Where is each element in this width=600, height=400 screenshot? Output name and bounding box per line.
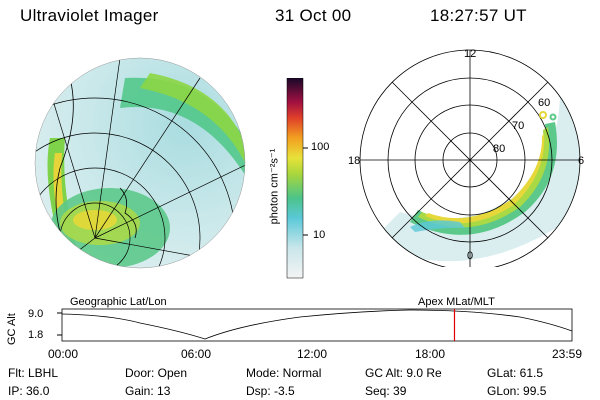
lat-80-label: 80 bbox=[493, 143, 506, 155]
colorbar-tick-10: 10 bbox=[313, 229, 326, 241]
door-info: Door: Open bbox=[125, 366, 188, 380]
seq-info: Seq: 39 bbox=[365, 384, 407, 398]
lat-70-label: 70 bbox=[512, 120, 525, 132]
time-tick-0600: 06:00 bbox=[181, 347, 212, 361]
alt-tick-1-8: 1.8 bbox=[28, 329, 44, 341]
glat-info: GLat: 61.5 bbox=[487, 366, 544, 380]
colorbar-unit-label: photon cm⁻²s⁻¹ bbox=[268, 148, 281, 225]
lat-60-label: 60 bbox=[538, 97, 551, 109]
geographic-panel-label: Geographic Lat/Lon bbox=[70, 296, 167, 308]
gain-info: Gain: 13 bbox=[125, 384, 171, 398]
instrument-title: Ultraviolet Imager bbox=[20, 6, 159, 25]
color-scale-bar bbox=[286, 78, 308, 279]
polar-plot bbox=[359, 49, 581, 267]
filter-info: Flt: LBHL bbox=[8, 366, 59, 380]
time-tick-0000: 00:00 bbox=[48, 347, 79, 361]
date-label: 31 Oct 00 bbox=[275, 6, 352, 25]
apex-panel-label: Apex MLat/MLT bbox=[418, 296, 495, 308]
geographic-image bbox=[34, 57, 246, 269]
time-tick-1200: 12:00 bbox=[297, 347, 328, 361]
mlt-0-label: 0 bbox=[467, 250, 474, 262]
mlt-6-label: 6 bbox=[578, 155, 585, 167]
gc-alt-axis-label: GC Alt bbox=[6, 313, 18, 345]
mlt-18-label: 18 bbox=[348, 155, 361, 167]
time-tick-1800: 18:00 bbox=[415, 347, 446, 361]
ip-info: IP: 36.0 bbox=[8, 384, 50, 398]
glon-info: GLon: 99.5 bbox=[487, 384, 547, 398]
alt-tick-9: 9.0 bbox=[28, 308, 44, 320]
time-label: 18:27:57 UT bbox=[430, 6, 527, 25]
mlt-12-label: 12 bbox=[464, 48, 477, 60]
colorbar-tick-100: 100 bbox=[311, 141, 330, 153]
gc-alt-info: GC Alt: 9.0 Re bbox=[365, 366, 442, 380]
dsp-info: Dsp: -3.5 bbox=[246, 384, 295, 398]
time-tick-2359: 23:59 bbox=[552, 347, 583, 361]
mode-info: Mode: Normal bbox=[246, 366, 322, 380]
altitude-plot bbox=[57, 308, 573, 342]
